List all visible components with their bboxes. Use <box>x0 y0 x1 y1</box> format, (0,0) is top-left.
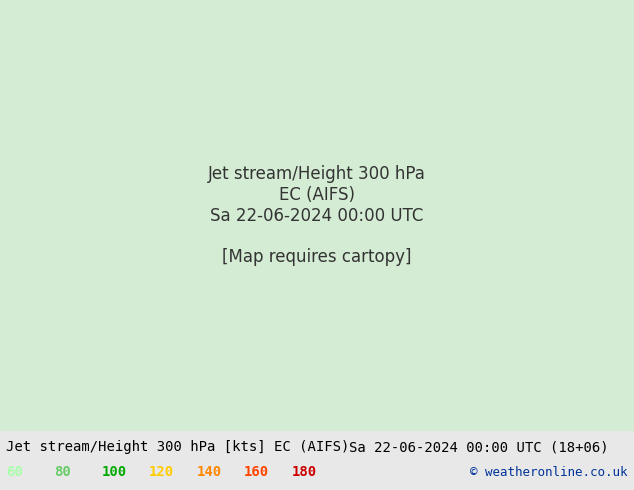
Text: 160: 160 <box>244 466 269 479</box>
Text: Jet stream/Height 300 hPa
EC (AIFS)
Sa 22-06-2024 00:00 UTC

[Map requires carto: Jet stream/Height 300 hPa EC (AIFS) Sa 2… <box>208 165 426 266</box>
Text: © weatheronline.co.uk: © weatheronline.co.uk <box>470 466 628 479</box>
Text: Sa 22-06-2024 00:00 UTC (18+06): Sa 22-06-2024 00:00 UTC (18+06) <box>349 440 609 454</box>
Text: 60: 60 <box>6 466 23 479</box>
Text: 180: 180 <box>292 466 317 479</box>
Text: Jet stream/Height 300 hPa [kts] EC (AIFS): Jet stream/Height 300 hPa [kts] EC (AIFS… <box>6 440 350 454</box>
Text: 140: 140 <box>197 466 222 479</box>
Text: 80: 80 <box>54 466 70 479</box>
Text: 100: 100 <box>101 466 127 479</box>
Text: 120: 120 <box>149 466 174 479</box>
